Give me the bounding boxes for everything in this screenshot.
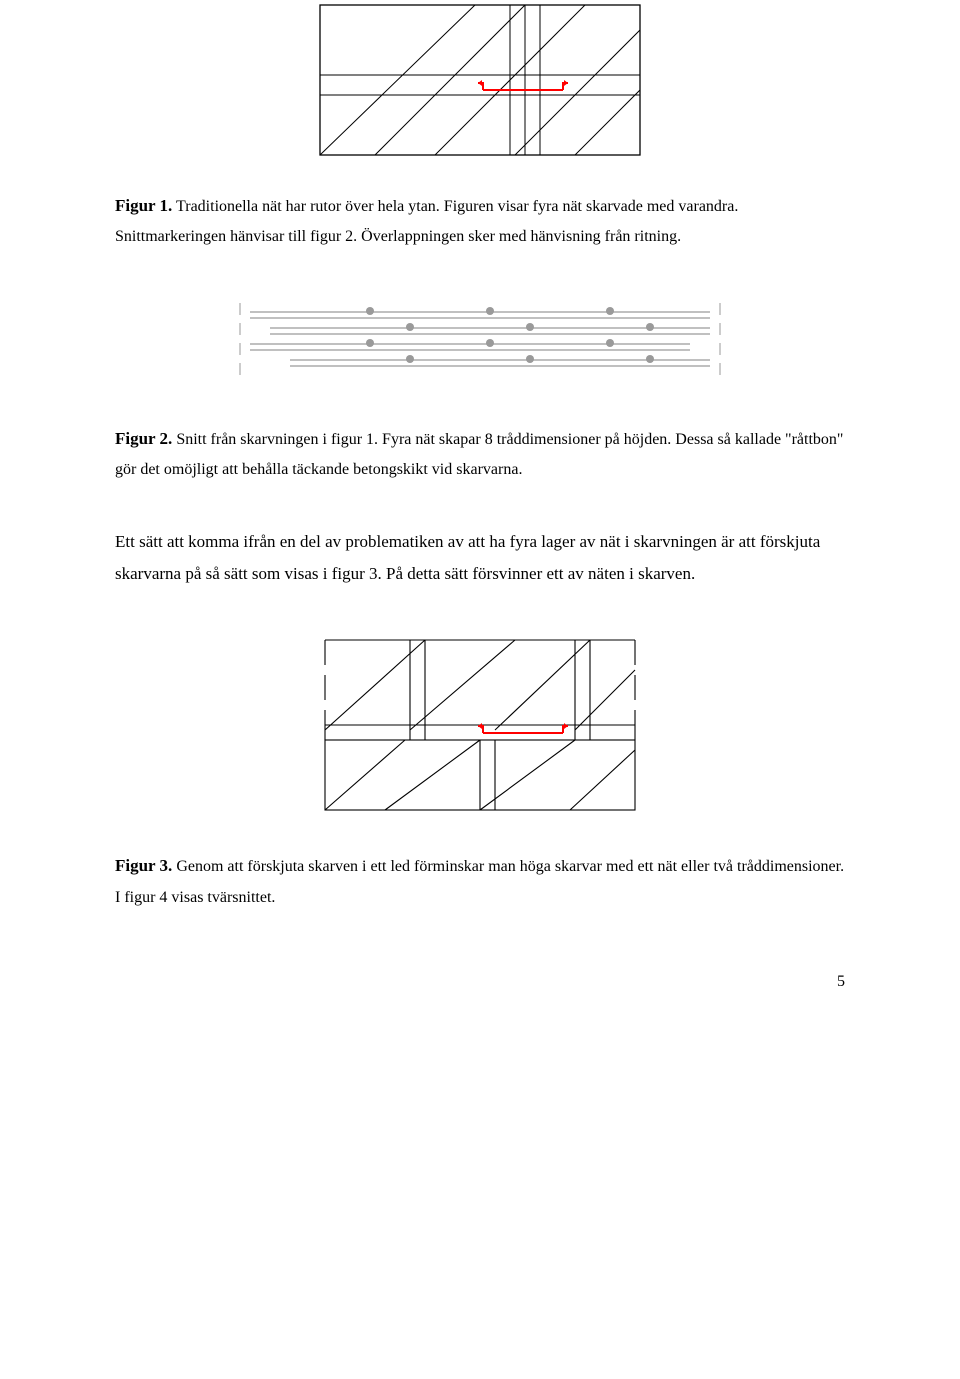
figure-3 bbox=[115, 630, 845, 820]
figure-3-svg bbox=[315, 630, 645, 820]
body-paragraph-1: Ett sätt att komma ifrån en del av probl… bbox=[115, 526, 845, 591]
figure-2-caption-text: Snitt från skarvningen i figur 1. Fyra n… bbox=[115, 431, 843, 478]
figure-2-svg bbox=[230, 293, 730, 393]
figure-1-caption-text: Traditionella nät har rutor över hela yt… bbox=[115, 198, 738, 245]
page-number: 5 bbox=[115, 973, 845, 991]
figure-1 bbox=[115, 0, 845, 160]
figure-1-svg bbox=[315, 0, 645, 160]
figure-2 bbox=[115, 293, 845, 393]
figure-1-label: Figur 1. bbox=[115, 196, 172, 215]
figure-3-label: Figur 3. bbox=[115, 856, 172, 875]
figure-2-label: Figur 2. bbox=[115, 429, 172, 448]
page: Figur 1. Traditionella nät har rutor öve… bbox=[0, 0, 960, 1031]
figure-2-caption: Figur 2. Snitt från skarvningen i figur … bbox=[115, 423, 845, 486]
figure-2-image bbox=[115, 293, 845, 393]
figure-1-image bbox=[115, 0, 845, 160]
figure-3-caption: Figur 3. Genom att förskjuta skarven i e… bbox=[115, 850, 845, 913]
figure-3-caption-text: Genom att förskjuta skarven i ett led fö… bbox=[115, 858, 844, 905]
figure-1-caption: Figur 1. Traditionella nät har rutor öve… bbox=[115, 190, 845, 253]
figure-3-image bbox=[115, 630, 845, 820]
